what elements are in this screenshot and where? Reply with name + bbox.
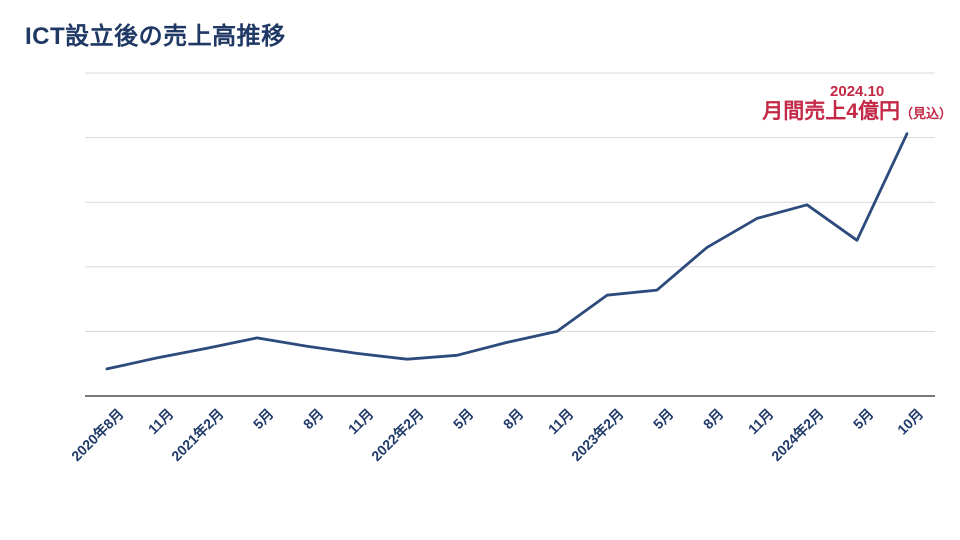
chart-title: ICT設立後の売上高推移: [25, 23, 286, 50]
annotation-value-row: 月間売上4億円（見込）: [762, 100, 952, 124]
annotation-date: 2024.10: [830, 83, 885, 100]
annotation-note: （見込）: [899, 106, 952, 122]
peak-annotation: 2024.10 月間売上4億円（見込）: [762, 83, 952, 124]
sales-line: [105, 132, 909, 371]
annotation-value: 月間売上4億円: [762, 100, 900, 124]
